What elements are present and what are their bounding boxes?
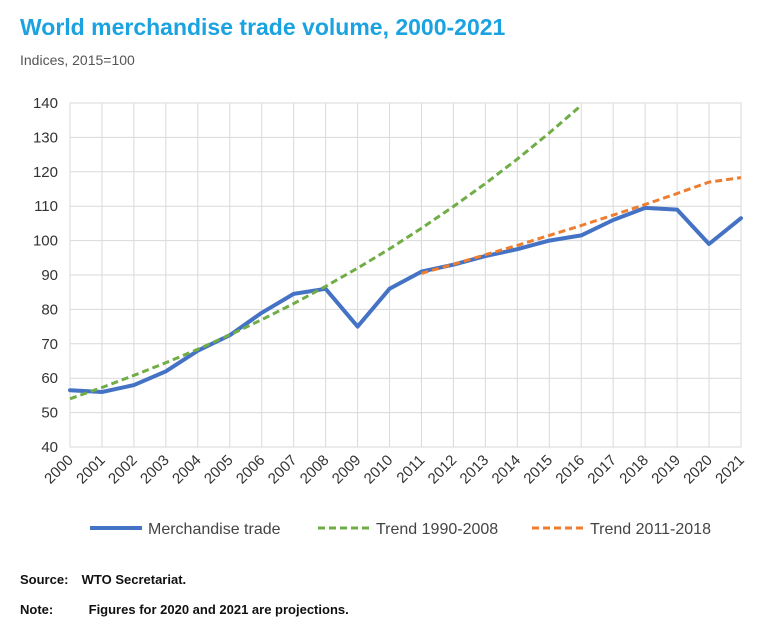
chart-subtitle: Indices, 2015=100: [20, 52, 135, 68]
x-tick-label: 2003: [137, 452, 173, 488]
x-tick-label: 2006: [233, 452, 269, 488]
x-tick-label: 2017: [584, 452, 620, 488]
note-text: Figures for 2020 and 2021 are projection…: [88, 602, 349, 617]
note-label: Note:: [20, 602, 54, 617]
x-tick-label: 2005: [201, 452, 237, 488]
source-row: Source: WTO Secretariat.: [20, 572, 186, 587]
y-axis-ticks: 40 50 60 70 80 90 100 110 120 130 140: [33, 95, 58, 456]
x-tick-label: 2019: [648, 452, 684, 488]
series-line-1: [68, 205, 743, 394]
x-tick-label: 2013: [457, 452, 493, 488]
x-tick-label: 2012: [425, 452, 461, 488]
legend-label: Trend 1990-2008: [376, 521, 498, 538]
chart-title: World merchandise trade volume, 2000-202…: [20, 14, 506, 40]
line-chart: 40 50 60 70 80 90 100 110 120 130 140 200020012002…: [33, 95, 748, 538]
x-tick-label: 2020: [680, 452, 716, 488]
x-tick-label: 2021: [712, 452, 748, 488]
y-tick-label: 70: [41, 336, 58, 353]
y-tick-label: 120: [33, 164, 58, 181]
legend-label: Merchandise trade: [148, 521, 281, 538]
legend: Merchandise trade Trend 1990-2008 Trend 20…: [90, 521, 711, 538]
x-axis-ticks: 2000200120022003200420052006200720082009…: [41, 452, 748, 488]
series-lines: [68, 104, 743, 401]
y-tick-label: 90: [41, 267, 58, 284]
source-label: Source:: [20, 572, 69, 587]
x-tick-label: 2001: [73, 452, 109, 488]
y-tick-label: 40: [41, 439, 58, 456]
x-tick-label: 2009: [329, 452, 365, 488]
x-tick-label: 2014: [489, 452, 525, 488]
y-tick-label: 100: [33, 233, 58, 250]
x-tick-label: 2004: [169, 452, 205, 488]
note-row: Note: Figures for 2020 and 2021 are proj…: [20, 602, 349, 617]
x-tick-label: 2008: [297, 452, 333, 488]
x-tick-label: 2018: [616, 452, 652, 488]
y-tick-label: 60: [41, 370, 58, 387]
x-tick-label: 2016: [552, 452, 588, 488]
x-tick-label: 2011: [393, 452, 428, 487]
y-tick-label: 50: [41, 405, 58, 422]
x-tick-label: 2010: [361, 452, 397, 488]
y-tick-label: 110: [34, 198, 58, 215]
x-tick-label: 2015: [520, 452, 556, 488]
grid-lines: [69, 102, 742, 448]
x-tick-label: 2000: [41, 452, 77, 488]
y-tick-label: 80: [41, 301, 58, 318]
source-text: WTO Secretariat.: [81, 572, 187, 587]
y-tick-label: 130: [33, 129, 58, 146]
x-tick-label: 2007: [265, 452, 301, 488]
x-tick-label: 2002: [105, 452, 141, 488]
y-tick-label: 140: [33, 95, 58, 112]
legend-label: Trend 2011-2018: [590, 521, 711, 538]
plot-area: [69, 102, 742, 448]
